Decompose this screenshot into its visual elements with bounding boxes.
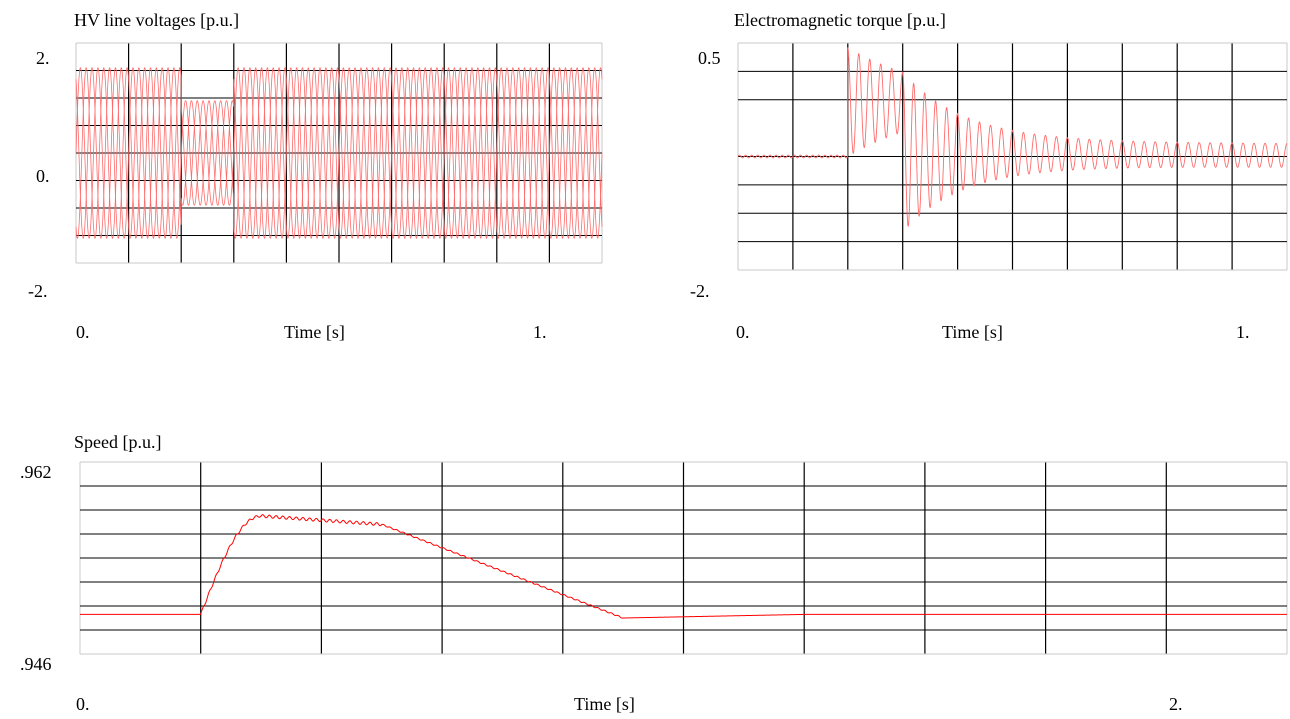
chart1-series-phase-b (75, 67, 603, 239)
chart3-title: Speed [p.u.] (74, 432, 162, 452)
chart2-xtick-left: 0. (736, 322, 750, 342)
chart1-ytick-mid: 0. (36, 166, 50, 186)
chart1-title: HV line voltages [p.u.] (74, 10, 240, 30)
chart3-xtick-left: 0. (76, 694, 90, 714)
chart2-title: Electromagnetic torque [p.u.] (734, 10, 946, 30)
chart1-series-phase-c (75, 67, 603, 239)
chart3-ytick-top: .962 (20, 462, 52, 482)
chart2-series-torque (737, 47, 1288, 228)
chart2-ytick-top: 0.5 (698, 48, 721, 68)
chart1-ytick-top: 2. (36, 48, 50, 68)
chart2-xtick-right: 1. (1236, 322, 1250, 342)
chart1-xtick-left: 0. (76, 322, 90, 342)
chart3-ytick-bottom: .946 (20, 654, 52, 674)
chart3-xtick-right: 2. (1169, 694, 1183, 714)
chart2-ytick-bottom: -2. (690, 281, 710, 301)
chart1-xtick-right: 1. (533, 322, 547, 342)
chart1-ytick-bottom: -2. (28, 281, 48, 301)
chart3-series-speed (80, 514, 1287, 619)
chart1-xlabel: Time [s] (284, 322, 345, 342)
chart3-xlabel: Time [s] (574, 694, 635, 714)
chart1-series-phase-a (75, 67, 603, 239)
chart2-xlabel: Time [s] (942, 322, 1003, 342)
